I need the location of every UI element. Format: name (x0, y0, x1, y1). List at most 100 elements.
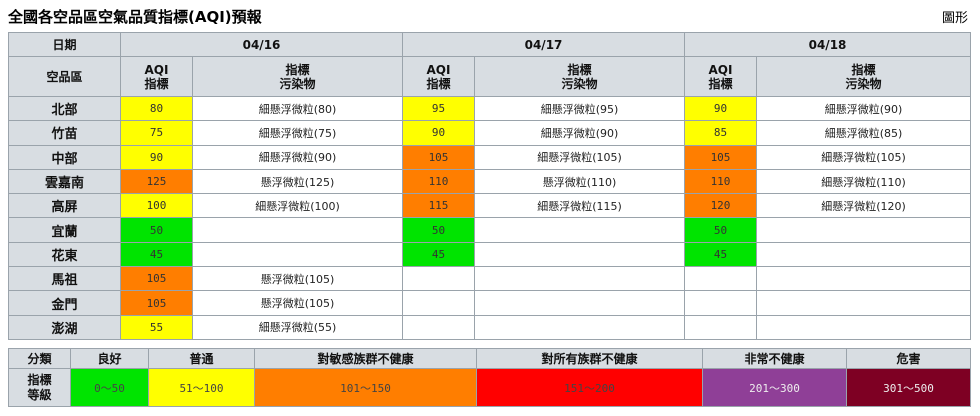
aqi-value: 45 (120, 241, 193, 268)
area-name: 雲嘉南 (8, 168, 121, 195)
area-name: 金門 (8, 290, 121, 316)
aqi-value: 90 (402, 120, 475, 146)
legend-level-name: 良好 (70, 348, 149, 369)
pollutant-value (474, 241, 685, 268)
pollutant-value (756, 290, 971, 316)
table-row: 金門 105 懸浮微粒(105) (8, 290, 971, 316)
pollutant-value: 細懸浮微粒(90) (192, 144, 403, 170)
legend-level-name: 普通 (148, 348, 255, 369)
legend-level-name: 危害 (846, 348, 971, 369)
date-header: 04/17 (402, 32, 685, 57)
aqi-value: 105 (120, 266, 193, 292)
aqi-value: 105 (120, 290, 193, 316)
aqi-value: 110 (402, 168, 475, 195)
legend-range-very-unhealthy: 201～300 (702, 368, 847, 407)
aqi-value: 80 (120, 95, 193, 122)
aqi-column-header: AQI 指標 (120, 56, 193, 97)
pollutant-value: 細懸浮微粒(55) (192, 314, 403, 340)
aqi-value: 90 (684, 95, 757, 122)
pollutant-value (756, 266, 971, 292)
aqi-value: 115 (402, 193, 475, 219)
pollutant-value: 細懸浮微粒(90) (474, 120, 685, 146)
pollutant-value (756, 217, 971, 243)
pollutant-value: 細懸浮微粒(100) (192, 193, 403, 219)
aqi-value (684, 290, 757, 316)
table-row: 中部 90 細懸浮微粒(90) 105 細懸浮微粒(105) 105 細懸浮微粒(105) (8, 144, 971, 170)
pollutant-value: 懸浮微粒(105) (192, 290, 403, 316)
aqi-column-header: AQI 指標 (402, 56, 475, 97)
area-name: 竹苗 (8, 120, 121, 146)
pollutant-value: 細懸浮微粒(115) (474, 193, 685, 219)
legend-range-unhealthy: 151～200 (476, 368, 703, 407)
pollutant-value: 細懸浮微粒(75) (192, 120, 403, 146)
area-name: 花東 (8, 241, 121, 268)
aqi-value: 105 (402, 144, 475, 170)
aqi-value (402, 314, 475, 340)
area-name: 澎湖 (8, 314, 121, 340)
area-name: 中部 (8, 144, 121, 170)
aqi-value: 95 (402, 95, 475, 122)
aqi-value: 45 (402, 241, 475, 268)
table-row: 高屏 100 細懸浮微粒(100) 115 細懸浮微粒(115) 120 細懸浮微粒(120… (8, 193, 971, 219)
pollutant-value (192, 241, 403, 268)
aqi-value: 125 (120, 168, 193, 195)
pollutant-value: 細懸浮微粒(95) (474, 95, 685, 122)
date-header: 04/16 (120, 32, 403, 57)
aqi-value: 85 (684, 120, 757, 146)
table-row: 花東 45 45 45 (8, 241, 971, 268)
pollutant-value (474, 266, 685, 292)
pollutant-column-header: 指標 污染物 (474, 56, 685, 97)
aqi-value: 55 (120, 314, 193, 340)
aqi-value: 105 (684, 144, 757, 170)
aqi-value (402, 266, 475, 292)
area-header: 空品區 (8, 56, 121, 97)
pollutant-value (474, 290, 685, 316)
pollutant-value: 細懸浮微粒(80) (192, 95, 403, 122)
table-row: 竹苗 75 細懸浮微粒(75) 90 細懸浮微粒(90) 85 細懸浮微粒(85) (8, 120, 971, 146)
pollutant-value: 細懸浮微粒(120) (756, 193, 971, 219)
table-row: 雲嘉南 125 懸浮微粒(125) 110 懸浮微粒(110) 110 細懸浮微粒(110) (8, 168, 971, 195)
title-bar: 全國各空品區空氣品質指標(AQI)預報 圖形 (0, 0, 980, 30)
aqi-value: 50 (120, 217, 193, 243)
legend-index-label: 指標 等級 (8, 368, 71, 407)
aqi-forecast-table: 日期 04/16 04/17 04/18 空品區 AQI 指標 指標 污染物 AQI… (8, 32, 971, 340)
pollutant-value (756, 241, 971, 268)
legend-range-hazardous: 301～500 (846, 368, 971, 407)
legend-range-unhealthy-sensitive: 101～150 (254, 368, 477, 407)
aqi-table-body: 北部 80 細懸浮微粒(80) 95 細懸浮微粒(95) 90 細懸浮微粒(90) 竹苗 75 細… (8, 95, 971, 340)
aqi-legend: 分類 良好 普通 對敏感族群不健康 對所有族群不健康 非常不健康 危害 指標 等級… (8, 348, 971, 407)
pollutant-value: 細懸浮微粒(90) (756, 95, 971, 122)
pollutant-column-header: 指標 污染物 (756, 56, 971, 97)
legend-range-good: 0～50 (70, 368, 149, 407)
pollutant-value: 懸浮微粒(105) (192, 266, 403, 292)
aqi-value: 100 (120, 193, 193, 219)
legend-level-name: 對所有族群不健康 (476, 348, 703, 369)
pollutant-value (192, 217, 403, 243)
table-row: 馬祖 105 懸浮微粒(105) (8, 266, 971, 292)
pollutant-value (756, 314, 971, 340)
area-name: 馬祖 (8, 266, 121, 292)
aqi-value: 90 (120, 144, 193, 170)
pollutant-value: 細懸浮微粒(105) (474, 144, 685, 170)
table-row: 宜蘭 50 50 50 (8, 217, 971, 243)
aqi-value: 120 (684, 193, 757, 219)
pollutant-value: 懸浮微粒(110) (474, 168, 685, 195)
area-name: 北部 (8, 95, 121, 122)
pollutant-value (474, 314, 685, 340)
legend-category-label: 分類 (8, 348, 71, 369)
aqi-value: 50 (402, 217, 475, 243)
pollutant-value (474, 217, 685, 243)
aqi-value (402, 290, 475, 316)
aqi-value: 75 (120, 120, 193, 146)
aqi-value (684, 314, 757, 340)
pollutant-value: 細懸浮微粒(110) (756, 168, 971, 195)
aqi-value (684, 266, 757, 292)
date-header: 04/18 (684, 32, 971, 57)
aqi-value: 110 (684, 168, 757, 195)
table-row: 北部 80 細懸浮微粒(80) 95 細懸浮微粒(95) 90 細懸浮微粒(90) (8, 95, 971, 122)
graph-link[interactable]: 圖形 (941, 11, 968, 26)
area-name: 宜蘭 (8, 217, 121, 243)
page-title: 全國各空品區空氣品質指標(AQI)預報 (8, 8, 262, 26)
date-header-label: 日期 (8, 32, 121, 57)
aqi-value: 50 (684, 217, 757, 243)
